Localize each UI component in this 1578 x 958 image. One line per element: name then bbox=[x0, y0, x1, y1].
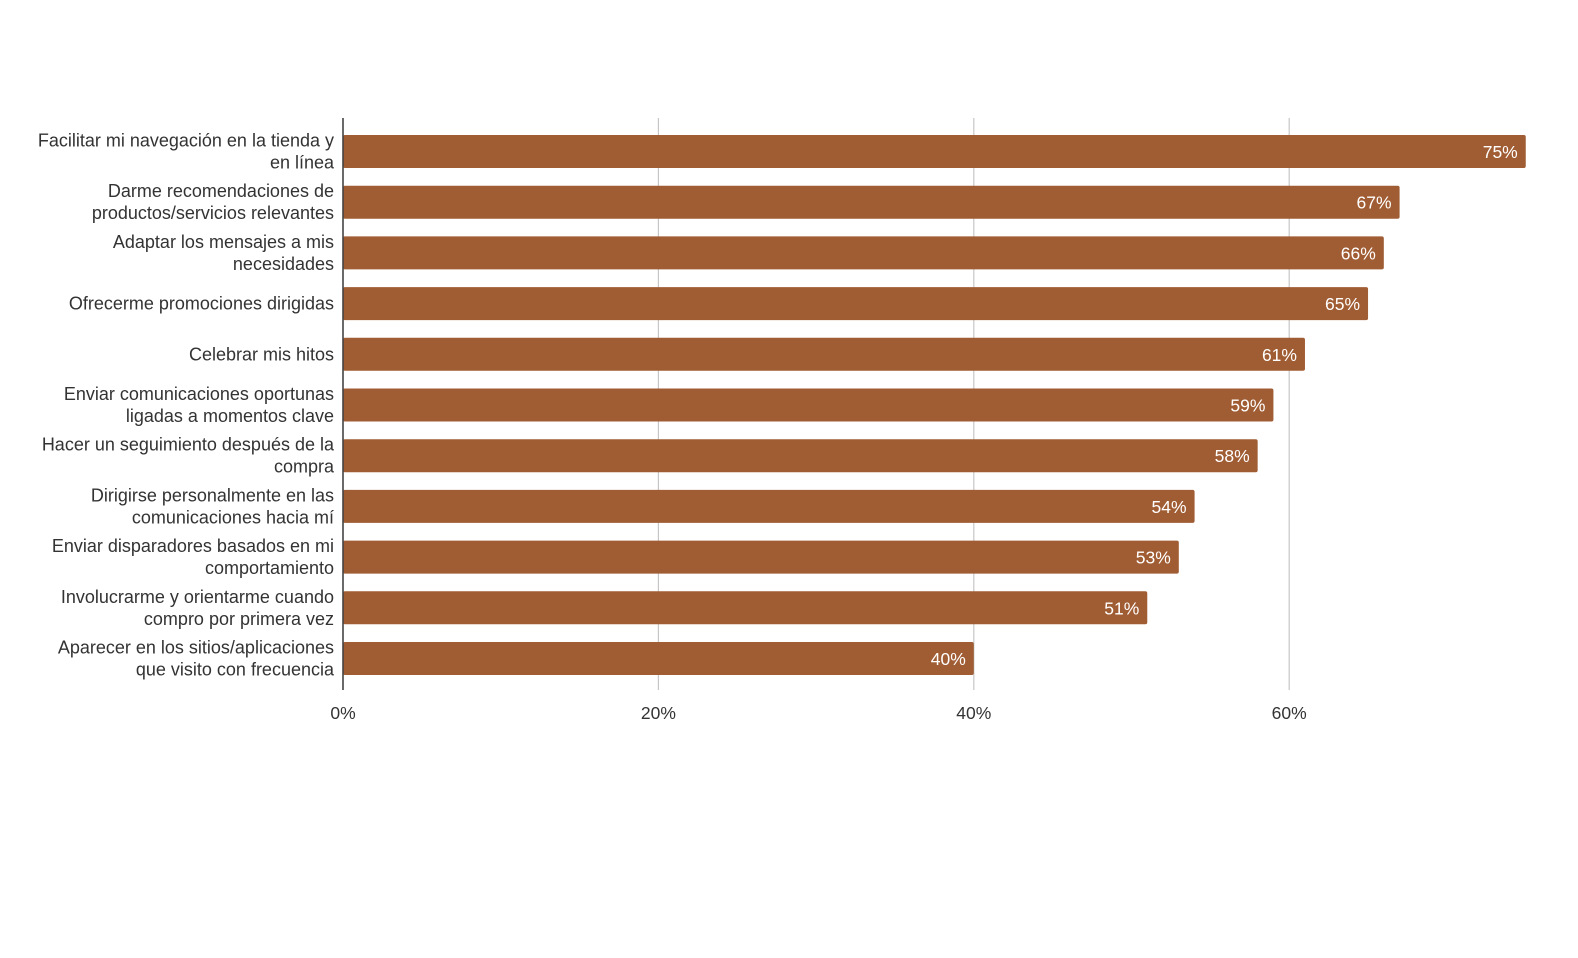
category-label-line: Involucrarme y orientarme cuando bbox=[61, 587, 334, 607]
category-label-line: Aparecer en los sitios/aplicaciones bbox=[58, 638, 334, 658]
bar-value-label: 40% bbox=[931, 649, 966, 669]
bar-7 bbox=[343, 439, 1258, 473]
category-label: Ofrecerme promociones dirigidas bbox=[69, 294, 334, 314]
category-label-line: Darme recomendaciones de bbox=[108, 181, 334, 201]
bar-value-label: 51% bbox=[1104, 598, 1139, 618]
category-label: Enviar comunicaciones oportunas ligadas a… bbox=[64, 384, 334, 426]
category-label: Aparecer en los sitios/aplicaciones que v… bbox=[58, 638, 335, 680]
category-label: Darme recomendaciones de productos/servic… bbox=[92, 181, 334, 223]
bar-4 bbox=[343, 287, 1369, 321]
bar-1 bbox=[343, 135, 1526, 168]
bar-10 bbox=[343, 591, 1148, 625]
bar-2 bbox=[343, 185, 1400, 219]
category-label-line: Enviar disparadores basados en mi bbox=[52, 536, 334, 556]
bar-value-label: 59% bbox=[1230, 396, 1265, 416]
bar-3 bbox=[343, 236, 1384, 270]
category-label: Hacer un seguimiento después de la compra bbox=[42, 435, 335, 477]
category-label-line: Celebrar mis hitos bbox=[189, 344, 334, 364]
bar-value-label: 53% bbox=[1136, 548, 1171, 568]
category-label: Adaptar los mensajes a mis necesidades bbox=[113, 232, 334, 274]
category-label-line: Hacer un seguimiento después de la bbox=[42, 435, 335, 455]
x-tick-label: 0% bbox=[330, 703, 355, 723]
bar-6 bbox=[343, 388, 1274, 422]
bar-value-label: 58% bbox=[1215, 446, 1250, 466]
bar-value-label: 65% bbox=[1325, 294, 1360, 314]
category-label: Celebrar mis hitos bbox=[189, 344, 334, 364]
category-label: Enviar disparadores basados en mi comport… bbox=[52, 536, 334, 578]
category-label-line: productos/servicios relevantes bbox=[92, 203, 334, 223]
bar-5 bbox=[343, 337, 1305, 371]
bar-value-label: 66% bbox=[1341, 243, 1376, 263]
bar-value-label: 54% bbox=[1152, 497, 1187, 517]
bar-11 bbox=[343, 642, 974, 675]
category-label: Facilitar mi navegación en la tienda y en… bbox=[38, 131, 335, 173]
category-label-line: compro por primera vez bbox=[144, 609, 334, 629]
bar-value-label: 75% bbox=[1483, 142, 1518, 162]
category-label-line: Dirigirse personalmente en las bbox=[91, 485, 334, 505]
bar-value-label: 61% bbox=[1262, 345, 1297, 365]
category-label-line: Adaptar los mensajes a mis bbox=[113, 232, 334, 252]
x-tick-labels: 0% 20% 40% 60% bbox=[330, 703, 1306, 723]
x-tick-label: 20% bbox=[641, 703, 676, 723]
category-label: Involucrarme y orientarme cuando compro p… bbox=[61, 587, 334, 629]
bar-9 bbox=[343, 540, 1179, 574]
category-label-line: comportamiento bbox=[205, 558, 334, 578]
category-label-line: en línea bbox=[270, 153, 335, 173]
bar-value-label: 67% bbox=[1357, 193, 1392, 213]
x-tick-label: 60% bbox=[1272, 703, 1307, 723]
bars: 75% 67% 66% 65% 61% 59% 58% 54% 53% 51% 40% bbox=[343, 135, 1526, 675]
category-label-line: Enviar comunicaciones oportunas bbox=[64, 384, 334, 404]
category-label-line: compra bbox=[274, 457, 335, 477]
category-label-line: comunicaciones hacia mí bbox=[132, 507, 334, 527]
category-label-line: Facilitar mi navegación en la tienda y bbox=[38, 131, 334, 151]
category-label-line: ligadas a momentos clave bbox=[126, 406, 334, 426]
category-label: Dirigirse personalmente en las comunicaci… bbox=[91, 485, 334, 527]
category-label-line: Ofrecerme promociones dirigidas bbox=[69, 294, 334, 314]
category-labels: Facilitar mi navegación en la tienda y en… bbox=[38, 131, 335, 680]
category-label-line: necesidades bbox=[233, 254, 334, 274]
bar-8 bbox=[343, 489, 1195, 523]
x-tick-label: 40% bbox=[956, 703, 991, 723]
category-label-line: que visito con frecuencia bbox=[136, 660, 335, 680]
